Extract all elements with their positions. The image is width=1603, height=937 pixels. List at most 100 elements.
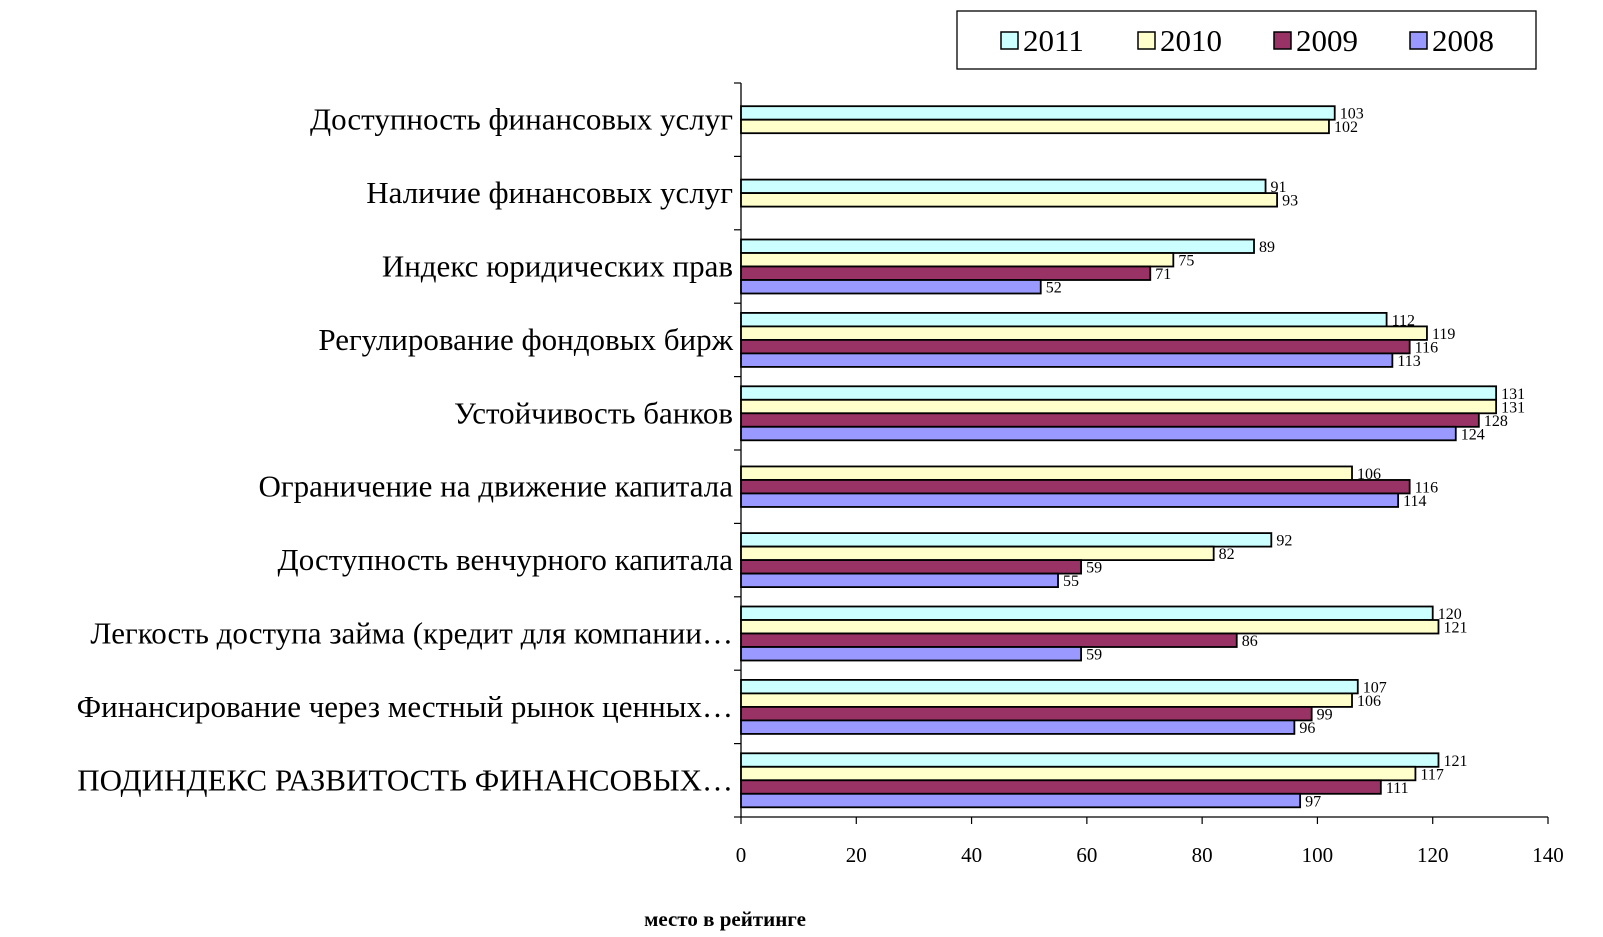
data-label-2008: 59 <box>1086 647 1102 664</box>
data-label-2011: 121 <box>1443 753 1467 770</box>
data-label-2010: 82 <box>1219 546 1235 563</box>
data-label-2010: 106 <box>1357 693 1381 710</box>
bar-2009 <box>740 632 1238 648</box>
bar-2008 <box>740 792 1302 809</box>
x-tick-label: 40 <box>961 843 982 867</box>
x-tick-label: 80 <box>1192 843 1213 867</box>
legend-swatch-2011 <box>1000 31 1019 50</box>
bar-2008 <box>740 719 1296 735</box>
data-labels: 1031029193897571521121191161131311311281… <box>1046 106 1525 811</box>
category-label: Финансирование через местный рынок ценны… <box>77 689 733 724</box>
data-label-2011: 91 <box>1271 179 1287 196</box>
x-tick-label: 100 <box>1302 843 1334 867</box>
bar-2009 <box>740 479 1411 495</box>
x-tick-label: 20 <box>846 843 867 867</box>
data-label-2008: 52 <box>1046 280 1062 297</box>
bar-2011 <box>740 238 1255 254</box>
legend-swatch-2009 <box>1273 31 1292 50</box>
legend-box <box>956 10 1537 70</box>
data-label-2011: 92 <box>1276 533 1292 550</box>
bar-2010 <box>740 692 1353 708</box>
legend: 2011 2010 2009 2008 <box>956 10 1537 70</box>
data-label-2010: 106 <box>1357 466 1381 483</box>
data-label-2010: 102 <box>1334 119 1358 136</box>
bar-2011 <box>740 105 1336 121</box>
bar-2008 <box>740 279 1042 295</box>
bars <box>740 105 1498 809</box>
bar-2008 <box>740 572 1059 588</box>
legend-label-2011: 2011 <box>1023 23 1084 58</box>
bar-2011 <box>740 532 1273 548</box>
category-label: Регулирование фондовых бирж <box>318 322 733 357</box>
bar-2010 <box>740 465 1353 481</box>
data-label-2010: 117 <box>1420 766 1443 783</box>
bar-2010 <box>740 619 1440 635</box>
legend-swatch-2008 <box>1409 31 1428 50</box>
category-label: Индекс юридических прав <box>382 249 733 284</box>
bar-2009 <box>740 412 1480 428</box>
data-label-2009: 86 <box>1242 633 1258 650</box>
data-label-2010: 93 <box>1282 193 1298 210</box>
x-tick-label: 120 <box>1417 843 1449 867</box>
bar-2009 <box>740 559 1082 575</box>
bar-2011 <box>740 178 1267 195</box>
bar-2009 <box>740 779 1382 795</box>
legend-label-2010: 2010 <box>1160 23 1222 58</box>
data-label-2010: 131 <box>1501 399 1525 416</box>
x-tick-label: 0 <box>736 843 747 867</box>
bar-2010 <box>740 545 1215 561</box>
category-label: Доступность венчурного капитала <box>278 542 734 577</box>
data-label-2008: 114 <box>1403 493 1426 510</box>
bar-2010 <box>740 398 1498 415</box>
data-label-2011: 131 <box>1501 386 1525 403</box>
bar-2008 <box>740 425 1457 442</box>
bar-2011 <box>740 311 1388 328</box>
bar-2010 <box>740 192 1278 208</box>
data-label-2011: 89 <box>1259 239 1275 256</box>
data-label-2009: 111 <box>1386 780 1409 797</box>
data-label-2008: 96 <box>1299 720 1315 737</box>
bar-2011 <box>740 605 1434 621</box>
bar-2008 <box>740 492 1400 508</box>
data-label-2008: 124 <box>1461 426 1485 443</box>
bar-2010 <box>740 325 1428 341</box>
x-tick-label: 60 <box>1076 843 1097 867</box>
bar-2011 <box>740 752 1440 768</box>
category-label: ПОДИНДЕКС РАЗВИТОСТЬ ФИНАНСОВЫХ… <box>77 762 733 797</box>
legend-label-2008: 2008 <box>1432 23 1494 58</box>
data-label-2009: 71 <box>1155 266 1171 283</box>
legend-label-2009: 2009 <box>1296 23 1358 58</box>
x-tick-label: 140 <box>1532 843 1564 867</box>
bar-2009 <box>740 265 1152 281</box>
bar-2008 <box>740 352 1394 368</box>
bar-2011 <box>740 679 1359 695</box>
data-label-2011: 112 <box>1392 312 1415 329</box>
data-label-2011: 103 <box>1340 106 1364 123</box>
category-label: Наличие финансовых услуг <box>366 175 733 210</box>
bar-2010 <box>740 252 1175 268</box>
category-label: Легкость доступа займа (кредит для компа… <box>90 616 733 651</box>
legend-swatch-2010 <box>1137 31 1156 50</box>
bar-2010 <box>740 118 1330 135</box>
bar-2009 <box>740 338 1411 355</box>
data-label-2011: 120 <box>1438 606 1462 623</box>
data-label-2009: 99 <box>1317 706 1333 723</box>
category-label: Ограничение на движение капитала <box>259 469 734 504</box>
data-label-2011: 107 <box>1363 679 1387 696</box>
x-axis-title: место в рейтинге <box>644 907 806 931</box>
data-label-2009: 116 <box>1415 479 1438 496</box>
data-label-2008: 97 <box>1305 793 1321 810</box>
data-label-2009: 116 <box>1415 339 1438 356</box>
data-label-2010: 75 <box>1178 253 1194 270</box>
data-label-2008: 113 <box>1397 353 1420 370</box>
data-label-2008: 55 <box>1063 573 1079 590</box>
bar-2010 <box>740 765 1417 782</box>
bar-2011 <box>740 385 1498 401</box>
data-label-2009: 128 <box>1484 413 1508 430</box>
bar-2008 <box>740 646 1082 662</box>
category-labels: Доступность финансовых услуг Наличие фина… <box>77 102 734 798</box>
category-label: Устойчивость банков <box>454 395 733 430</box>
data-label-2010: 119 <box>1432 326 1455 343</box>
